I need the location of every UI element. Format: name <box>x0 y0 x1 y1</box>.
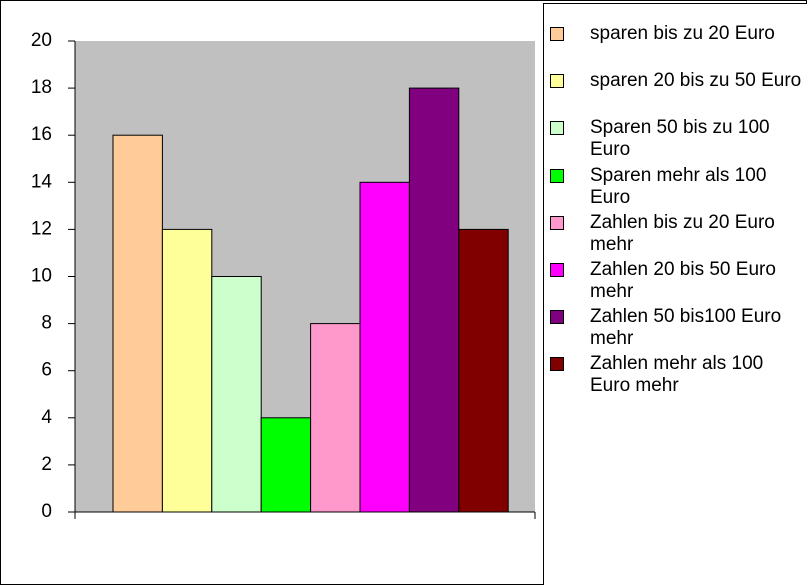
legend-box <box>543 3 807 585</box>
y-tick-label: 4 <box>41 407 52 428</box>
legend-swatch <box>550 310 564 325</box>
bar <box>161 228 213 513</box>
legend-label: Zahlen 20 bis 50 Euro mehr <box>590 259 776 302</box>
bar <box>310 323 361 513</box>
legend-label: Zahlen 50 bis100 Euro mehr <box>590 306 782 350</box>
y-tick-label: 14 <box>31 171 53 192</box>
y-tick-label: 10 <box>31 266 52 287</box>
legend-swatch <box>550 357 564 372</box>
bar <box>112 134 163 513</box>
bar <box>359 181 410 513</box>
legend-label: sparen bis zu 20 Euro <box>590 23 775 44</box>
y-tick-label: 16 <box>31 124 52 145</box>
legend-swatch <box>550 74 564 89</box>
legend-swatch <box>550 121 564 136</box>
bar <box>458 228 509 513</box>
legend-label: Sparen mehr als 100 Euro <box>590 164 767 208</box>
y-tick-label: 12 <box>31 218 52 239</box>
y-tick-label: 8 <box>41 313 52 334</box>
legend-swatch <box>550 263 564 277</box>
bar <box>408 87 460 513</box>
legend-swatch <box>550 215 564 230</box>
y-tick-label: 6 <box>41 360 52 381</box>
legend-label: Zahlen mehr als 100 Euro mehr <box>590 353 764 397</box>
legend-swatch <box>550 27 564 41</box>
legend-label: Zahlen bis zu 20 Euro mehr <box>590 211 775 255</box>
y-tick-label: 18 <box>31 77 52 98</box>
y-tick-label: 20 <box>31 30 52 51</box>
bar <box>211 276 262 513</box>
legend-label: Sparen 50 bis zu 100 Euro <box>590 117 770 161</box>
bar <box>260 417 312 513</box>
y-tick-label: 0 <box>41 501 52 522</box>
legend-label: sparen 20 bis zu 50 Euro <box>590 70 802 92</box>
legend-swatch <box>550 168 564 183</box>
y-tick-label: 2 <box>41 454 52 475</box>
